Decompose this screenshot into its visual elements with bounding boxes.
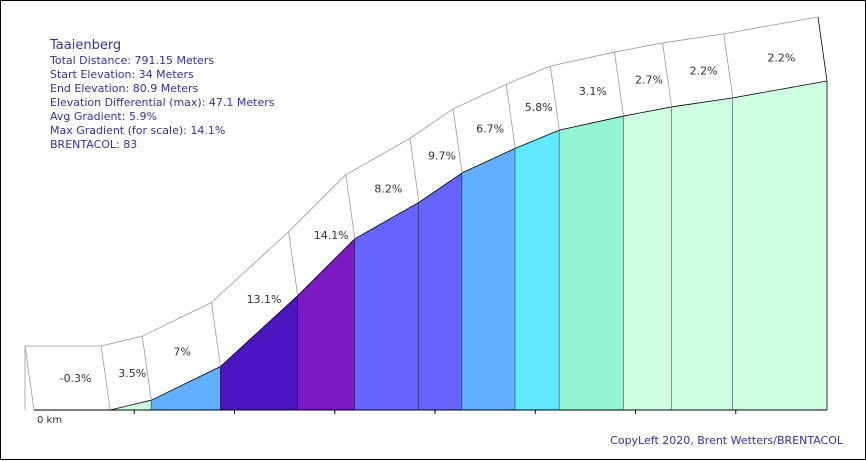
profile-segment-2 <box>151 366 221 410</box>
perspective-top-2 <box>142 302 212 337</box>
perspective-top-6 <box>409 108 454 139</box>
profile-segment-4 <box>297 238 355 410</box>
profile-segment-3 <box>220 295 298 410</box>
total-distance: Total Distance: 791.15 Meters <box>50 54 215 67</box>
perspective-top-7 <box>452 83 507 110</box>
profile-segment-6 <box>418 172 463 410</box>
profile-segment-5 <box>354 202 419 410</box>
gradient-label-6: 9.7% <box>428 150 456 163</box>
perspective-top-5 <box>345 138 411 176</box>
profile-segment-9 <box>559 116 624 411</box>
profile-line-9 <box>559 115 624 131</box>
perspective-edge-5 <box>345 174 356 239</box>
gradient-label-1: 3.5% <box>118 367 146 380</box>
climb-title: Taaienberg <box>50 38 122 53</box>
perspective-top-3 <box>211 231 289 303</box>
perspective-edge-8 <box>505 84 516 149</box>
copyright: CopyLeft 2020, Brent Wetters/BRENTACOL <box>610 434 843 447</box>
perspective-top-4 <box>288 174 347 232</box>
gradient-label-4: 14.1% <box>314 229 349 242</box>
gradient-label-5: 8.2% <box>374 183 402 196</box>
gradient-labels: -0.3% 3.5% 7% 13.1% 14.1% 8.2% 9.7% 6.7% 5.8% 3.1… <box>60 51 796 385</box>
perspective-edge-4 <box>288 231 299 296</box>
perspective-edge-1 <box>100 345 111 411</box>
perspective-edge-12 <box>723 33 734 98</box>
gradient-label-11: 2.2% <box>690 64 718 77</box>
perspective-edge-10 <box>614 52 624 117</box>
start-elevation: Start Elevation: 34 Meters <box>50 68 194 81</box>
perspective-top-9 <box>550 51 615 67</box>
perspective-edge-end <box>817 16 828 82</box>
profile-line-2 <box>151 366 221 401</box>
profile-line-6 <box>418 172 463 203</box>
profile-segment-12 <box>732 81 827 410</box>
profile-line-11 <box>671 97 733 108</box>
gradient-label-0: -0.3% <box>60 372 92 385</box>
gradient-label-8: 5.8% <box>525 101 553 114</box>
profile-segment-7 <box>462 148 516 411</box>
avg-gradient: Avg Gradient: 5.9% <box>50 110 157 123</box>
profile-segment-11 <box>671 97 733 411</box>
perspective-top-12 <box>723 16 819 35</box>
profile-line-4 <box>297 238 356 296</box>
perspective-edge-2 <box>141 336 152 401</box>
elevation-differential: Elevation Differential (max): 47.1 Meter… <box>50 96 275 109</box>
profile-line-7 <box>461 147 516 174</box>
gradient-label-7: 6.7% <box>476 123 504 136</box>
gradient-label-3: 13.1% <box>247 293 282 306</box>
perspective-edge-6 <box>409 138 420 203</box>
x-axis-ticks <box>133 410 737 414</box>
profile-line-3 <box>220 295 298 367</box>
info-block: Taaienberg Total Distance: 791.15 Meters… <box>50 38 274 152</box>
perspective-band <box>24 16 828 411</box>
perspective-top-1 <box>101 335 143 347</box>
perspective-top-11 <box>662 33 724 44</box>
profile-line-5 <box>354 202 420 240</box>
profile-line-1 <box>110 399 152 411</box>
profile-segment-8 <box>515 130 560 410</box>
perspective-edge-9 <box>549 66 560 131</box>
profile-line-12 <box>732 80 828 99</box>
perspective-edge-11 <box>662 42 673 108</box>
profile-segment-10 <box>623 106 672 410</box>
perspective-edge-7 <box>452 108 463 173</box>
end-elevation: End Elevation: 80.9 Meters <box>50 82 199 95</box>
perspective-top-10 <box>614 42 663 53</box>
gradient-label-2: 7% <box>173 345 190 358</box>
brentacol-score: BRENTACOL: 83 <box>50 138 138 151</box>
x-tick-label-0: 0 km <box>37 415 62 426</box>
gradient-label-12: 2.2% <box>767 51 795 64</box>
perspective-edge-0 <box>24 345 35 411</box>
perspective-top-8 <box>506 65 551 85</box>
profile-segments <box>34 80 828 411</box>
gradient-label-10: 2.7% <box>635 74 663 87</box>
profile-line-10 <box>623 106 672 117</box>
profile-line-8 <box>515 129 560 149</box>
max-gradient: Max Gradient (for scale): 14.1% <box>50 124 226 137</box>
gradient-label-9: 3.1% <box>579 85 607 98</box>
perspective-edge-3 <box>211 302 221 367</box>
